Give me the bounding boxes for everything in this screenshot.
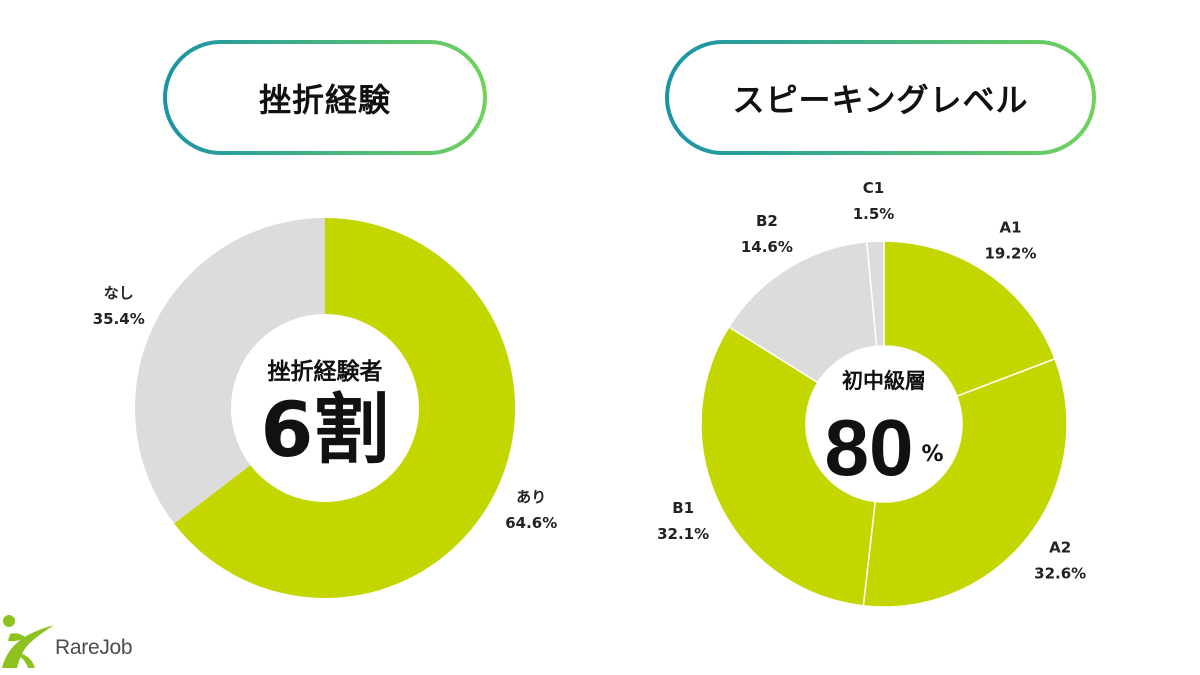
speaking-level-donut-value-label-5: 1.5% [853, 205, 895, 223]
speaking-level-donut-value-label-3: 32.1% [657, 525, 709, 543]
frustration-center-value: 6割 [260, 385, 390, 474]
frustration-donut: あり 64.6% なし 35.4% [93, 218, 557, 598]
speaking-level-chart-title: スピーキングレベル [732, 80, 1029, 119]
frustration-chart-title: 挫折経験 [258, 80, 391, 119]
frustration-center-caption: 挫折経験者 [267, 359, 383, 385]
frustration-donut-value-label-2: 35.4% [93, 310, 145, 328]
logo-text: RareJob [55, 636, 133, 659]
speaking-level-donut-category-label-4: B2 [756, 212, 778, 230]
speaking-level-donut-category-label-3: B1 [672, 499, 694, 517]
speaking-level-title-pill: スピーキングレベル [665, 40, 1096, 155]
frustration-donut-category-label-1: あり [516, 488, 546, 506]
rarejob-logo: RareJob [0, 608, 160, 672]
rarejob-figure-logo-icon [2, 615, 54, 668]
speaking-level-donut-segment-4 [727, 240, 878, 384]
speaking-level-donut-segment-2 [862, 357, 1068, 608]
speaking-level-center-caption: 初中級層 [842, 369, 926, 393]
speaking-level-donut-value-label-4: 14.6% [741, 238, 793, 256]
frustration-donut-value-label-1: 64.6% [505, 514, 557, 532]
speaking-level-donut-value-label-1: 19.2% [984, 244, 1036, 262]
speaking-level-donut-category-label-2: A2 [1049, 539, 1071, 557]
speaking-level-donut-category-label-1: A1 [999, 218, 1021, 236]
frustration-title-pill: 挫折経験 [163, 40, 487, 155]
frustration-donut-segment-2 [135, 218, 325, 524]
center-value-number: 80 [824, 403, 914, 492]
center-value-unit: % [921, 442, 944, 467]
speaking-level-donut-category-label-5: C1 [863, 179, 884, 197]
frustration-donut-category-label-2: なし [104, 284, 134, 302]
speaking-level-donut-segment-5 [865, 240, 885, 348]
speaking-level-donut-segment-3 [700, 325, 877, 607]
speaking-level-donut-value-label-2: 32.6% [1034, 565, 1086, 583]
speaking-level-center-value: 80 % [774, 405, 994, 491]
frustration-donut-segment-1 [174, 218, 515, 598]
speaking-level-donut-segment-1 [883, 240, 1056, 398]
speaking-level-donut: A1 19.2% A2 32.6% B1 32.1% B2 14.6% C1 1.5% [657, 179, 1086, 608]
